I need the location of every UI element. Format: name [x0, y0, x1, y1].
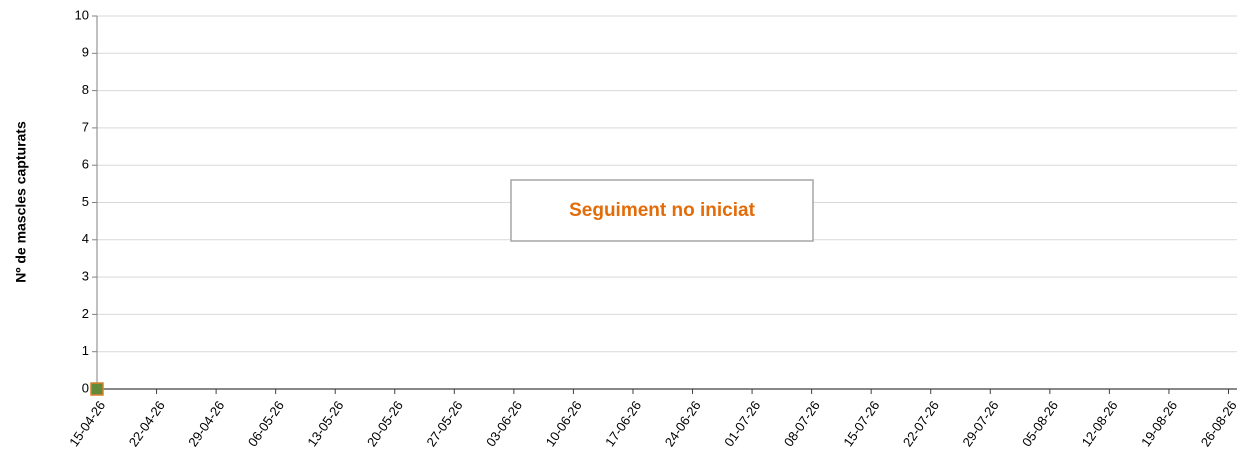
x-tick-label: 08-07-26: [781, 398, 823, 449]
annotation-box: [510, 179, 814, 242]
x-tick-label: 20-05-26: [364, 398, 406, 449]
x-tick-label: 15-04-26: [66, 398, 108, 449]
point: [90, 382, 104, 396]
y-tick-label: 7: [82, 119, 89, 134]
x-tick-label: 26-08-26: [1198, 398, 1240, 449]
y-tick-label: 3: [82, 269, 89, 284]
annotation: Seguiment no iniciat: [569, 200, 755, 221]
y-tick-label: 2: [82, 306, 89, 321]
y-tick-label: 0: [82, 380, 89, 395]
x-tick-label: 29-07-26: [959, 398, 1001, 449]
x-tick-label: 01-07-26: [721, 398, 763, 449]
y-tick-label: 9: [82, 45, 89, 60]
y-tick-label: 8: [82, 82, 89, 97]
x-tick-label: 12-08-26: [1079, 398, 1121, 449]
x-tick-label: 22-07-26: [900, 398, 942, 449]
x-tick-label: 15-07-26: [840, 398, 882, 449]
x-tick-label: 13-05-26: [304, 398, 346, 449]
x-tick-label: 05-08-26: [1019, 398, 1061, 449]
x-tick-label: 06-05-26: [245, 398, 287, 449]
x-tick-label: 03-06-26: [483, 398, 525, 449]
y-tick-label: 4: [82, 231, 89, 246]
x-tick-label: 27-05-26: [423, 398, 465, 449]
y-axis-label: Nº de mascles capturats: [13, 121, 29, 283]
x-tick-label: 17-06-26: [602, 398, 644, 449]
x-tick-label: 29-04-26: [185, 398, 227, 449]
y-tick-label: 10: [75, 7, 89, 22]
x-tick-label: 10-06-26: [543, 398, 585, 449]
x-tick-label: 24-06-26: [662, 398, 704, 449]
y-tick-label: 6: [82, 157, 89, 172]
x-tick-label: 19-08-26: [1138, 398, 1180, 449]
y-tick-label: 5: [82, 194, 89, 209]
x-tick-label: 22-04-26: [126, 398, 168, 449]
y-tick-label: 1: [82, 343, 89, 358]
